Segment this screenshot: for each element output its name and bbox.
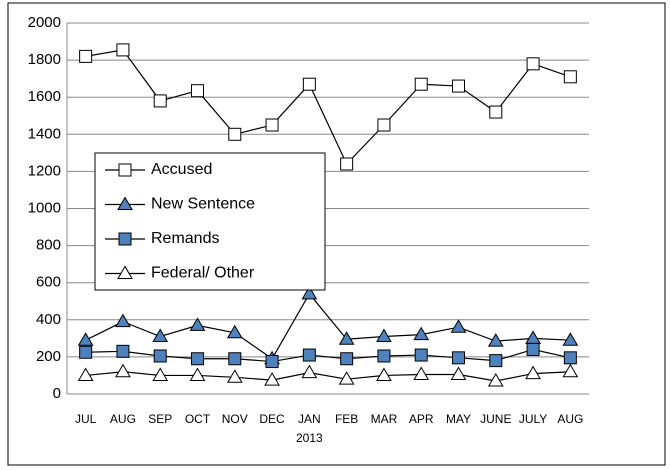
marker — [526, 57, 540, 71]
y-tick-label: 200 — [36, 348, 61, 365]
marker — [302, 348, 316, 362]
y-tick-label: 0 — [53, 385, 61, 402]
x-tick-label: MAY — [446, 412, 471, 426]
marker — [525, 365, 541, 380]
marker — [338, 371, 355, 385]
marker — [191, 352, 204, 366]
legend-marker — [118, 232, 132, 246]
marker — [301, 364, 318, 379]
legend-label: Federal/ Other — [151, 265, 255, 282]
marker — [116, 344, 130, 358]
marker — [264, 372, 280, 386]
marker — [452, 351, 465, 365]
marker — [562, 332, 579, 346]
y-tick-label: 2000 — [28, 14, 61, 31]
marker — [79, 49, 93, 63]
x-tick-label: DEC — [259, 412, 285, 426]
marker — [526, 342, 540, 356]
marker — [153, 349, 167, 363]
y-tick-label: 1400 — [28, 125, 61, 142]
marker — [152, 328, 169, 342]
marker — [226, 369, 243, 383]
x-tick-label: JUL — [75, 412, 97, 426]
marker — [302, 77, 316, 91]
marker — [563, 351, 577, 365]
marker — [228, 352, 242, 366]
x-tick-label: MAR — [371, 412, 398, 426]
marker — [189, 367, 206, 381]
legend-label: Accused — [151, 161, 212, 178]
marker — [413, 326, 430, 341]
y-tick-label: 1200 — [28, 162, 61, 179]
x-tick-label: JUNE — [480, 412, 511, 426]
marker — [340, 157, 354, 171]
marker — [377, 349, 391, 363]
marker — [562, 363, 579, 378]
marker — [228, 127, 242, 141]
marker — [226, 324, 243, 339]
x-tick-label: AUG — [110, 412, 136, 426]
marker — [115, 313, 131, 328]
y-tick-label: 400 — [36, 311, 61, 328]
marker — [487, 333, 504, 347]
marker — [77, 367, 94, 381]
series-line — [85, 292, 571, 360]
x-tick-label: JAN — [298, 412, 321, 426]
marker — [414, 77, 428, 91]
x-tick-label: SEP — [148, 412, 172, 426]
y-tick-label: 1000 — [28, 199, 61, 216]
legend-label: New Sentence — [151, 196, 255, 213]
x-tick-label: APR — [409, 412, 434, 426]
marker — [489, 105, 503, 119]
marker — [563, 70, 577, 84]
marker — [414, 348, 428, 362]
x-tick-label: AUG — [557, 412, 583, 426]
x-group-label: 2013 — [296, 431, 323, 445]
x-tick-label: NOV — [222, 412, 248, 426]
marker — [301, 285, 318, 300]
legend-marker — [117, 265, 133, 279]
marker — [338, 331, 355, 345]
legend-label: Remands — [151, 230, 219, 247]
marker — [77, 332, 94, 346]
y-tick-label: 800 — [36, 237, 61, 254]
y-tick-label: 1800 — [28, 51, 61, 68]
marker — [487, 373, 504, 387]
legend-marker — [118, 163, 132, 177]
marker — [377, 118, 391, 132]
marker — [189, 317, 206, 331]
marker — [489, 354, 503, 368]
marker — [340, 352, 354, 366]
y-tick-label: 600 — [36, 274, 61, 291]
x-tick-label: OCT — [185, 412, 211, 426]
marker — [115, 363, 131, 378]
marker — [450, 366, 467, 381]
marker — [265, 355, 279, 369]
marker — [265, 118, 279, 132]
marker — [79, 345, 93, 359]
marker — [413, 366, 430, 381]
marker — [450, 319, 467, 333]
marker — [452, 79, 465, 93]
legend-marker — [117, 196, 133, 210]
marker — [376, 328, 392, 342]
marker — [152, 367, 169, 381]
marker — [376, 367, 392, 381]
legend-box — [94, 152, 326, 291]
y-tick-label: 1600 — [28, 88, 61, 105]
series-line — [85, 371, 571, 382]
x-tick-label: FEB — [335, 412, 358, 426]
marker — [153, 94, 167, 108]
x-tick-label: JULY — [519, 412, 547, 426]
marker — [116, 43, 130, 57]
marker — [191, 84, 204, 98]
